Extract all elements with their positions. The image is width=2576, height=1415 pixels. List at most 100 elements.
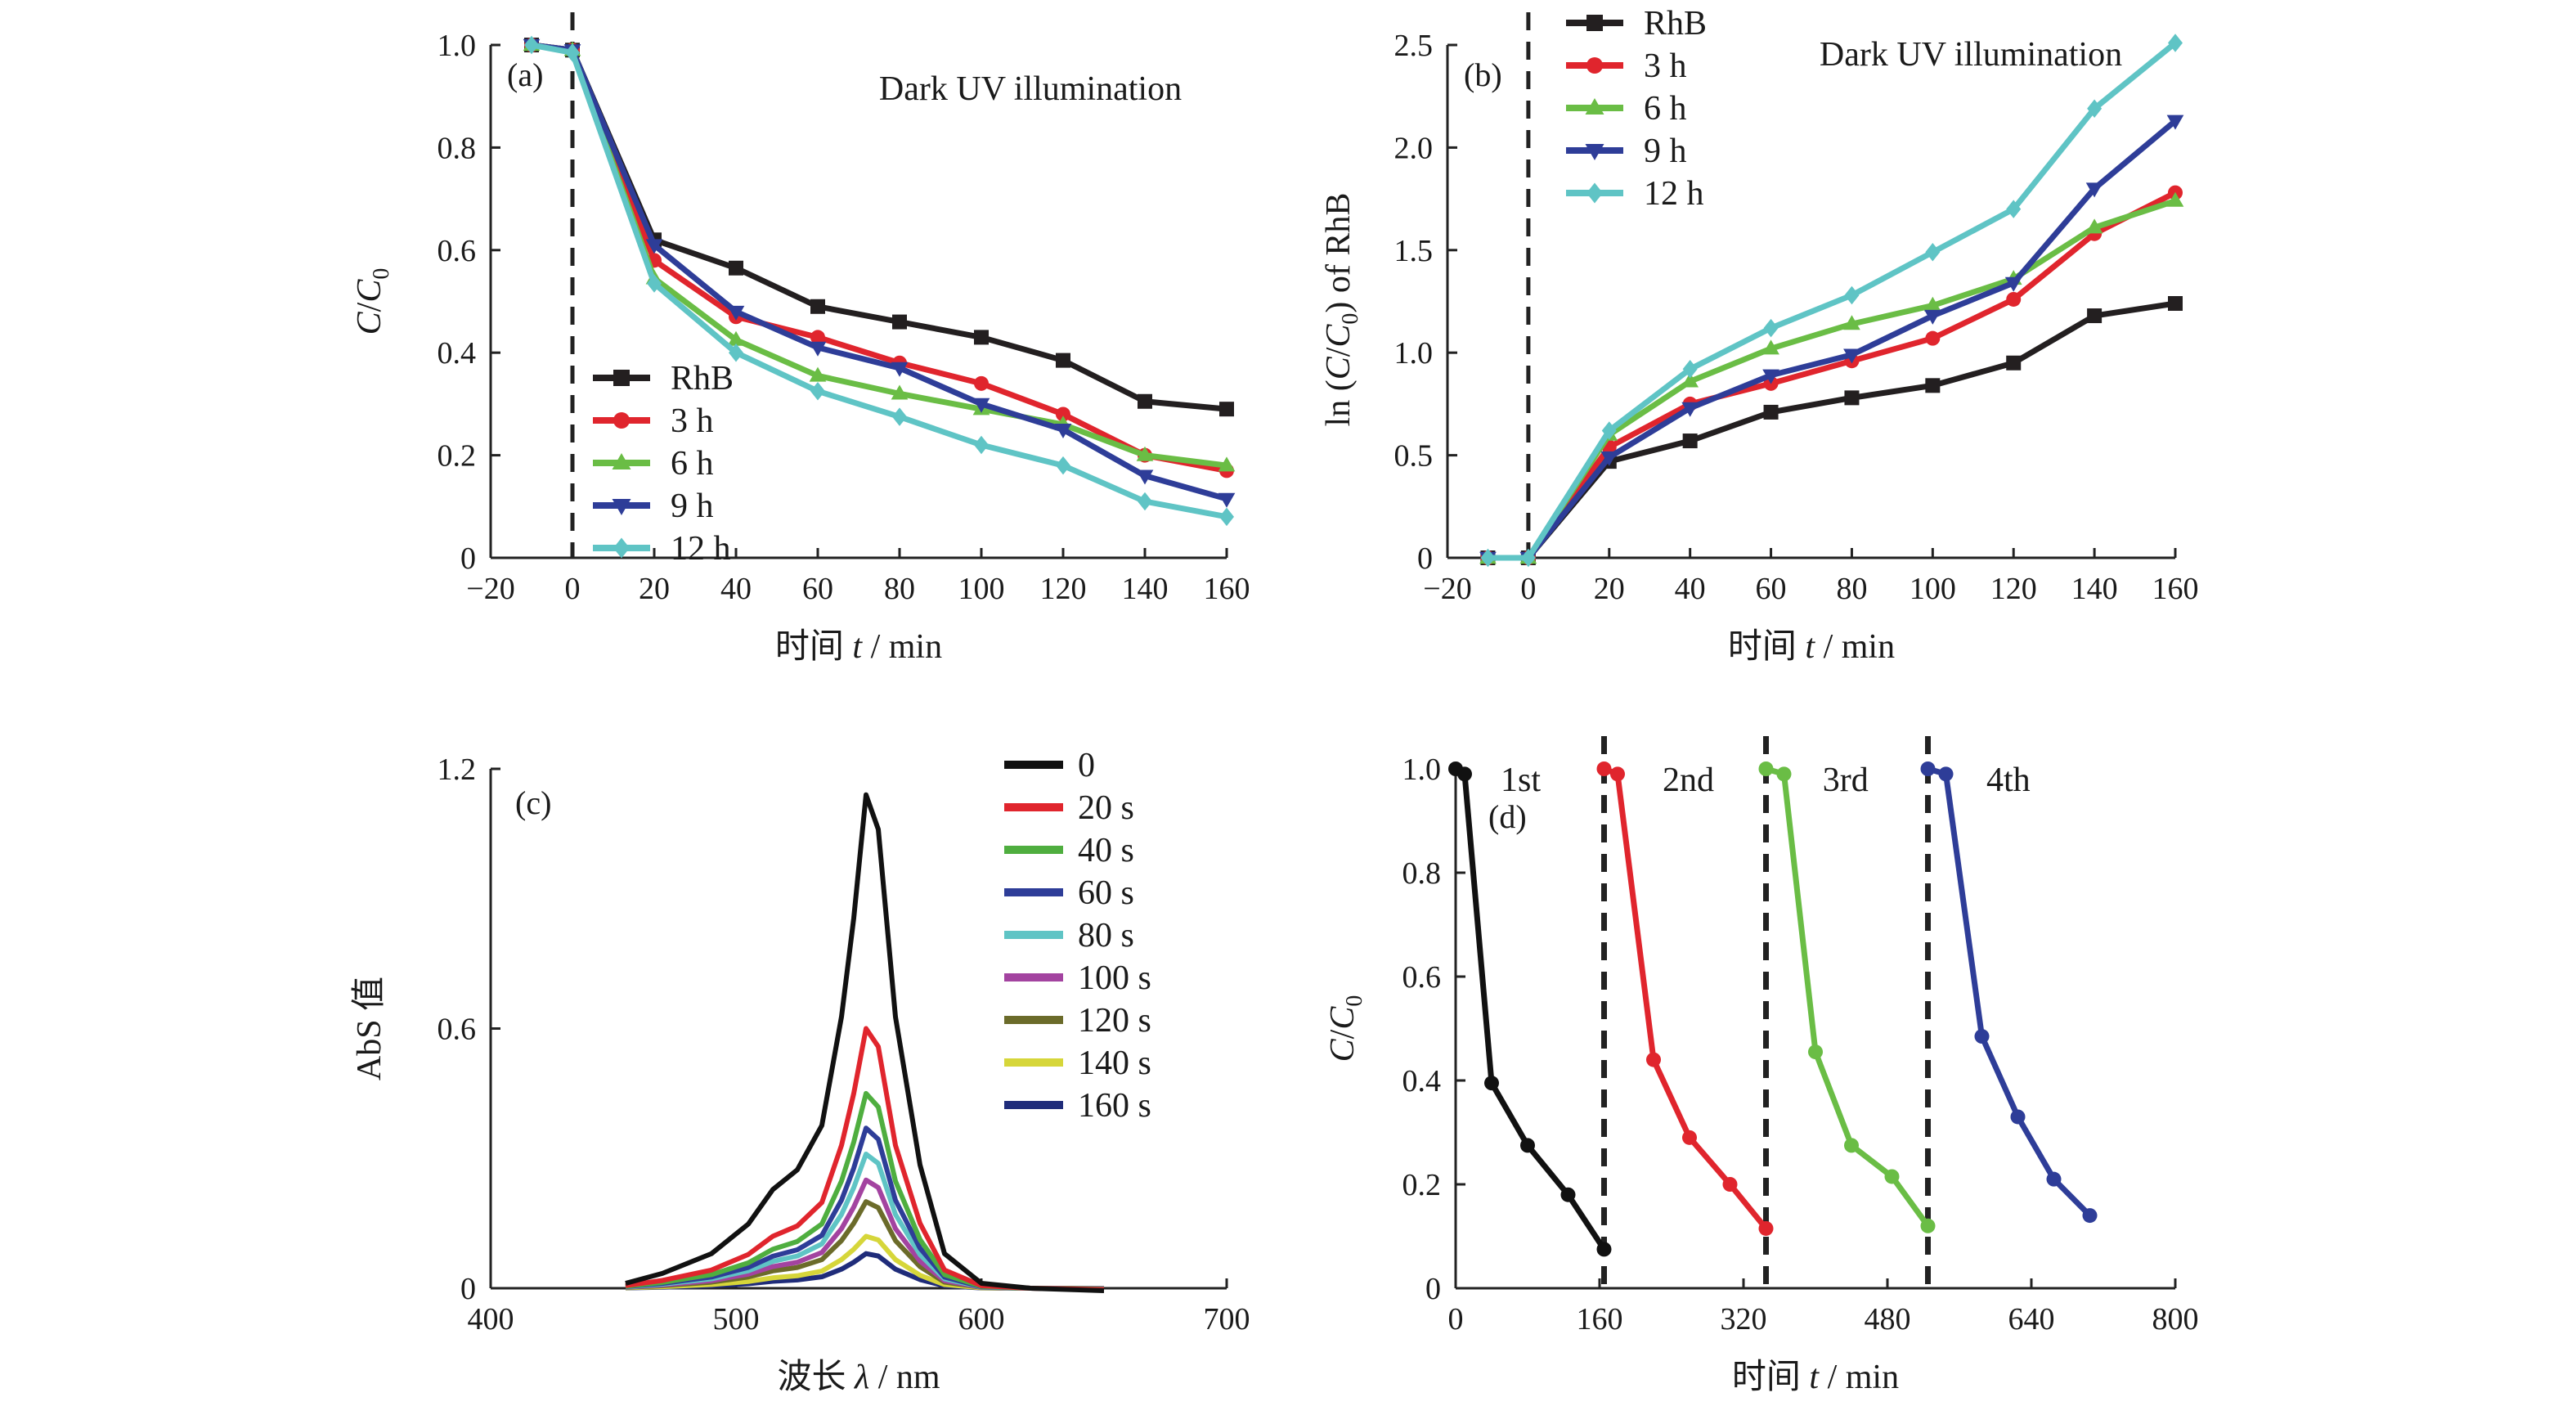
data-point xyxy=(1480,548,1496,568)
data-point xyxy=(729,343,743,362)
data-point xyxy=(1681,372,1699,388)
data-point xyxy=(1925,378,1941,393)
y-axis-label-sub: 0 xyxy=(1338,313,1363,325)
legend-label: 140 s xyxy=(1078,1044,1151,1082)
legend-label: 3 h xyxy=(1644,47,1687,85)
y-axis-label-pre: ln ( xyxy=(1320,380,1358,426)
data-point xyxy=(1808,1044,1823,1060)
y-tick-label: 0.2 xyxy=(438,439,477,474)
x-axis-label-var: t xyxy=(1805,628,1815,666)
x-tick-label: 60 xyxy=(802,572,833,606)
data-point xyxy=(809,366,827,382)
series-4 xyxy=(524,35,1234,527)
data-point xyxy=(1056,353,1070,368)
data-point xyxy=(2085,218,2103,234)
series-line xyxy=(531,42,1227,520)
y-tick-label: 0.4 xyxy=(1402,1064,1442,1098)
data-point xyxy=(2085,182,2103,198)
data-point xyxy=(1762,339,1779,355)
legend-label: 6 h xyxy=(1644,90,1687,128)
y-axis-label-sep: / xyxy=(1324,1029,1362,1039)
y-tick-label: 0.8 xyxy=(438,131,477,165)
y-axis-label: C/C0 xyxy=(351,268,394,335)
data-point xyxy=(809,341,827,357)
data-point xyxy=(1682,1130,1697,1145)
y-tick-label: 0.5 xyxy=(1394,439,1434,474)
panel-label: (b) xyxy=(1464,56,1502,93)
data-point xyxy=(1219,402,1234,417)
panel-d: 0 160 320 480 640 800 0 0.2 0.4 0.6 0.8 1.0 时间 t / m… xyxy=(1324,736,2199,1396)
x-axis-label: 时间 t / min xyxy=(775,628,942,666)
x-tick-label: 80 xyxy=(884,572,915,606)
x-tick-label: 20 xyxy=(1594,572,1625,606)
data-point xyxy=(1844,390,1860,406)
y-tick-label: 1.5 xyxy=(1394,234,1434,268)
data-point xyxy=(810,381,825,401)
cycle-2 xyxy=(1758,761,1936,1233)
series-0 xyxy=(1480,296,2183,565)
data-point xyxy=(1758,1220,1774,1236)
data-point xyxy=(1218,492,1236,508)
y-tick-label: 0.4 xyxy=(438,336,477,371)
data-point xyxy=(1763,318,1779,338)
legend-marker xyxy=(1586,15,1603,31)
legend-marker xyxy=(613,537,630,559)
data-point xyxy=(974,330,989,345)
data-point xyxy=(1610,766,1625,782)
legend-label: 9 h xyxy=(1644,133,1687,170)
x-axis-label-suffix: / min xyxy=(862,628,942,666)
y-tick-label: 0.6 xyxy=(438,234,477,268)
y-axis-label-sep: / xyxy=(351,302,388,312)
data-point xyxy=(1925,243,1941,262)
y-tick-label: 1.0 xyxy=(1394,336,1434,371)
y-axis-label: C/C0 xyxy=(1324,995,1367,1062)
data-point xyxy=(1925,330,1941,346)
data-point xyxy=(810,330,825,345)
x-tick-label: 140 xyxy=(2071,572,2118,606)
y-axis-label-var2: C xyxy=(1324,1006,1362,1030)
legend-label: RhB xyxy=(1644,5,1707,43)
legend-label: 9 h xyxy=(671,487,714,525)
y-axis-label-var2: C xyxy=(351,279,388,303)
data-point xyxy=(2006,200,2022,218)
data-point xyxy=(891,362,909,377)
x-axis-label-prefix: 时间 xyxy=(775,628,853,666)
data-point xyxy=(1844,1138,1859,1153)
legend-marker xyxy=(612,499,631,515)
spectrum-line-1 xyxy=(625,1026,1105,1292)
x-axis-label-var: λ xyxy=(853,1359,869,1396)
cycle-0 xyxy=(1448,761,1612,1257)
data-point xyxy=(972,398,990,413)
data-point xyxy=(1484,1076,1499,1091)
x-tick-label: 700 xyxy=(1204,1302,1250,1336)
y-tick-label: 0.8 xyxy=(1402,856,1442,891)
cycle-1 xyxy=(1596,761,1774,1236)
data-point xyxy=(1923,296,1941,312)
data-point xyxy=(1646,1052,1661,1067)
panel-label: (d) xyxy=(1488,798,1527,835)
data-point xyxy=(647,274,662,293)
legend-label: 60 s xyxy=(1078,874,1134,912)
cycle-line xyxy=(1603,766,1769,1231)
x-tick-label: 120 xyxy=(1040,572,1087,606)
data-point xyxy=(1138,492,1152,511)
legend-label: 0 xyxy=(1078,747,1095,784)
x-tick-label: 40 xyxy=(720,572,752,606)
data-point xyxy=(1218,456,1236,472)
cycle-label: 4th xyxy=(1986,761,2031,799)
cycle-label: 1st xyxy=(1501,761,1541,799)
data-point xyxy=(1457,766,1472,782)
data-point xyxy=(1923,309,1941,325)
x-tick-label: 400 xyxy=(468,1302,514,1336)
data-point xyxy=(729,260,743,276)
data-point xyxy=(727,305,745,321)
data-point xyxy=(1054,424,1072,439)
data-point xyxy=(1136,446,1154,461)
x-axis-label-var: t xyxy=(852,628,863,666)
x-tick-label: −20 xyxy=(466,572,514,606)
x-tick-label: 40 xyxy=(1675,572,1706,606)
data-point xyxy=(2006,291,2022,307)
data-point xyxy=(2006,355,2022,371)
data-point xyxy=(2168,34,2183,52)
